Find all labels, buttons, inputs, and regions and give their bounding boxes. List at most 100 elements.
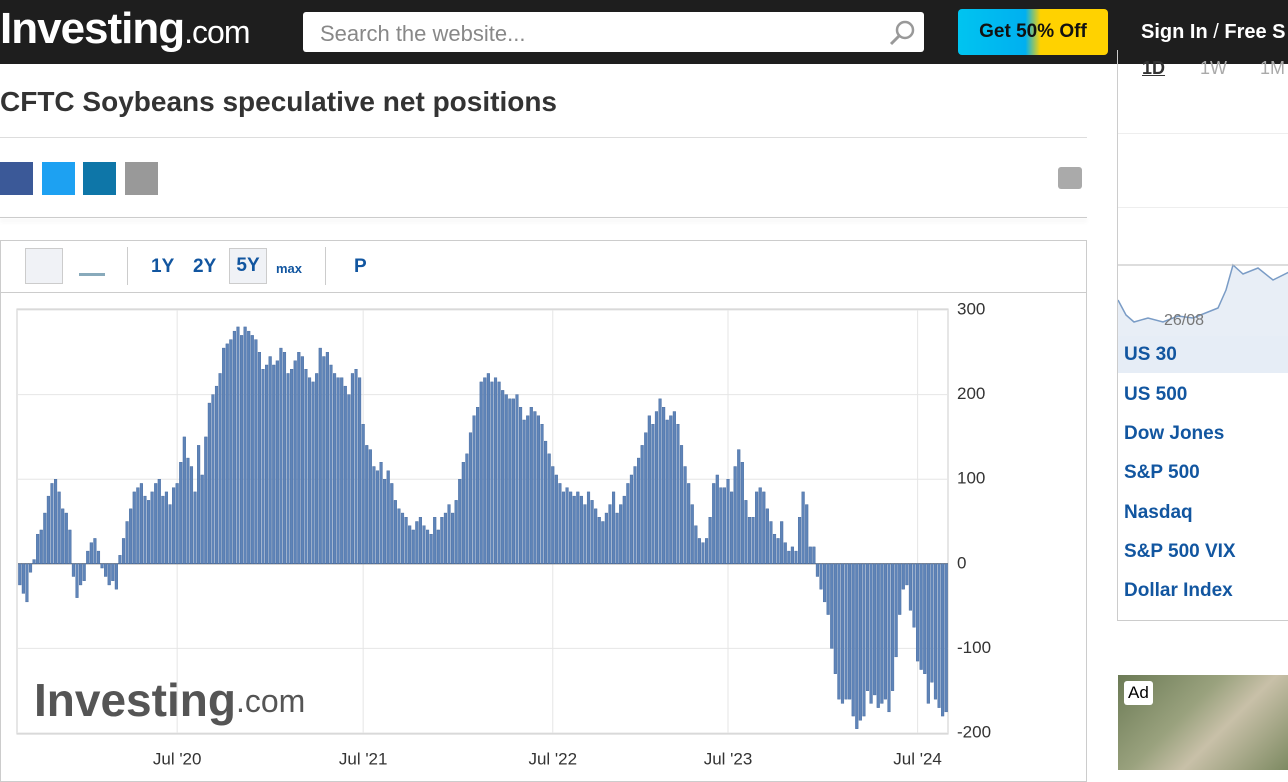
promo-button[interactable]: Get 50% Off: [958, 9, 1108, 55]
ad-image[interactable]: Ad: [1118, 675, 1288, 770]
bar: [300, 356, 304, 565]
bar: [179, 462, 183, 564]
header: Investing.com Search the website... Get …: [0, 0, 1288, 64]
bar: [794, 550, 798, 564]
sidebar: 1D 1W 1M 26/08: [1117, 50, 1288, 621]
bar: [536, 415, 541, 565]
bar: [451, 512, 455, 564]
bar: [43, 512, 47, 564]
bar: [908, 563, 913, 611]
bar: [304, 369, 308, 565]
range-button[interactable]: 2Y: [193, 256, 217, 277]
bar: [479, 381, 483, 565]
logo[interactable]: Investing.com: [0, 4, 251, 54]
line-chart-toggle[interactable]: [79, 255, 105, 276]
tab[interactable]: 1D: [1142, 58, 1166, 78]
p-button[interactable]: P: [354, 256, 367, 277]
instrument-link[interactable]: S&P 500: [1124, 462, 1200, 483]
bar: [375, 470, 380, 564]
chart: -200 -100 0 100 200 300 Jul '20 Jul '21 Jul '22 J…: [16, 299, 991, 768]
bar: [386, 470, 390, 564]
bar: [207, 402, 211, 565]
bar: [704, 538, 709, 564]
bar: [247, 330, 251, 564]
tab[interactable]: 1M: [1260, 58, 1286, 78]
bar: [440, 517, 444, 565]
print-button[interactable]: [1058, 167, 1082, 189]
bar: [865, 563, 870, 691]
bar: [533, 411, 537, 564]
bar: [28, 563, 33, 573]
instrument-link[interactable]: US 500: [1124, 384, 1188, 405]
bar: [318, 347, 322, 565]
bar: [633, 466, 637, 565]
bar: [526, 415, 530, 565]
email-share[interactable]: [125, 162, 158, 195]
bar: [79, 563, 83, 586]
bar: [315, 373, 319, 565]
instrument-link[interactable]: Dow Jones: [1124, 423, 1225, 444]
tab[interactable]: 1W: [1200, 58, 1227, 78]
bar: [812, 546, 816, 565]
divider: [0, 137, 1087, 138]
range-button[interactable]: 5Y: [229, 248, 267, 284]
search-icon: [889, 20, 915, 46]
instrument-link[interactable]: Dollar Index: [1124, 580, 1233, 601]
bar: [590, 500, 594, 565]
x-share[interactable]: [42, 162, 75, 195]
instrument-link[interactable]: US 30: [1124, 344, 1177, 365]
bar: [508, 398, 512, 564]
instrument-link[interactable]: S&P 500 VIX: [1124, 541, 1236, 562]
bar: [458, 479, 462, 565]
bar: [365, 445, 369, 564]
bar: [297, 352, 301, 564]
bar: [189, 466, 194, 565]
bar: [504, 394, 508, 565]
y-tick-label: -100: [957, 638, 991, 657]
bar: [383, 479, 387, 565]
sign-in[interactable]: Sign In: [1141, 21, 1208, 43]
bar: [586, 491, 591, 565]
bar: [121, 538, 126, 564]
bar: [150, 491, 154, 565]
bar: [68, 529, 72, 565]
bar: [783, 542, 787, 565]
bar: [801, 491, 805, 565]
bar: [855, 563, 859, 729]
bar: [336, 377, 340, 564]
range-button[interactable]: max: [276, 261, 303, 276]
search-box[interactable]: Search the website...: [303, 12, 924, 52]
bar: [569, 491, 573, 565]
bar: [472, 415, 476, 565]
bar: [204, 436, 208, 564]
bar: [647, 415, 651, 565]
instrument-link[interactable]: Nasdaq: [1124, 502, 1193, 523]
bar-chart-toggle[interactable]: [25, 248, 63, 284]
bar: [551, 466, 555, 565]
bar: [418, 517, 422, 565]
bar: [114, 563, 118, 590]
facebook-share[interactable]: [0, 162, 33, 195]
bar: [132, 491, 136, 565]
range-button[interactable]: 1Y: [151, 256, 175, 277]
bar: [594, 508, 598, 564]
bar: [665, 419, 669, 565]
bar: [290, 369, 294, 565]
bar: [597, 517, 601, 565]
bar: [544, 440, 548, 565]
bar: [730, 491, 734, 565]
bar: [944, 563, 948, 713]
bar: [672, 411, 676, 564]
bar: [805, 504, 809, 564]
free-link[interactable]: Free S: [1224, 21, 1286, 43]
logo-main: Investing: [0, 4, 185, 53]
bar: [465, 453, 469, 565]
bar: [57, 491, 61, 565]
bar: [923, 563, 927, 674]
linkedin-share[interactable]: [83, 162, 116, 195]
bar: [511, 398, 515, 564]
bar: [82, 563, 86, 581]
bar: [433, 517, 437, 565]
bar: [540, 424, 544, 564]
bar: [873, 563, 877, 696]
